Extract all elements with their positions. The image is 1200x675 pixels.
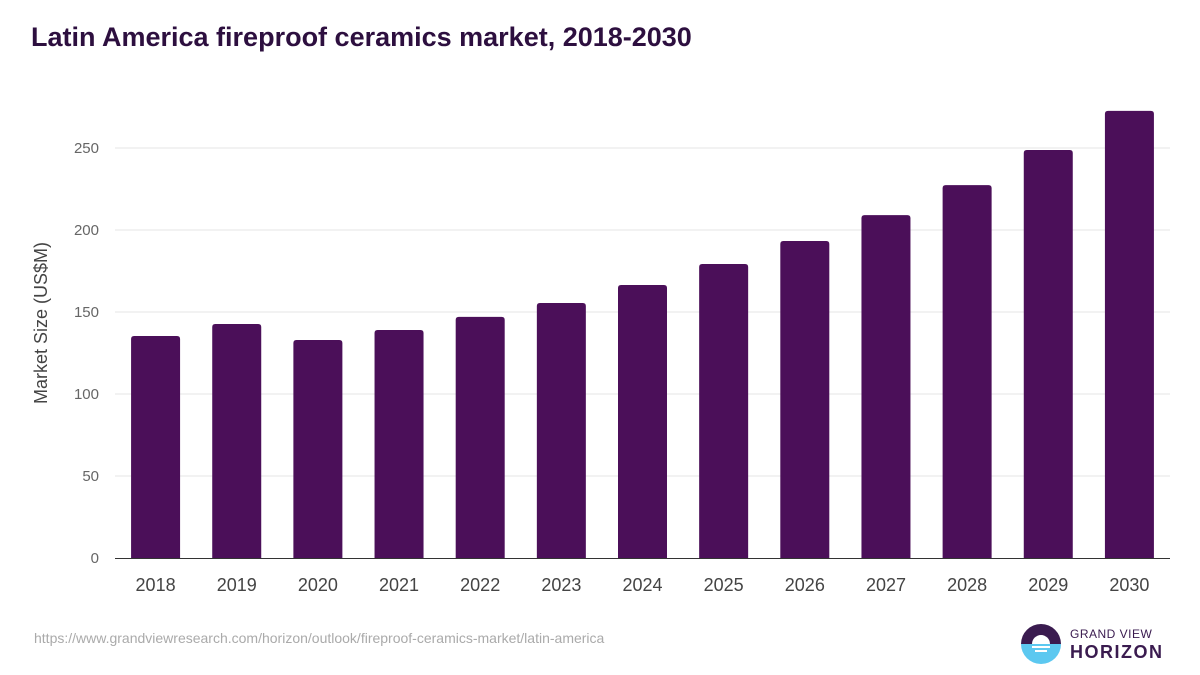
x-tick-label: 2023: [541, 575, 581, 595]
bar-2026: [780, 240, 830, 558]
x-tick-label: 2018: [136, 575, 176, 595]
bar-2018: [131, 335, 181, 558]
y-tick-label: 150: [74, 304, 99, 321]
y-tick-label: 50: [82, 468, 99, 485]
bar-2019: [212, 323, 262, 558]
grand-view-horizon-logo: GRAND VIEW HORIZON: [1020, 623, 1164, 665]
y-tick-label: 200: [74, 222, 99, 239]
x-tick-label: 2028: [947, 575, 987, 595]
logo-line1: GRAND VIEW: [1070, 626, 1153, 641]
x-tick-label: 2021: [379, 575, 419, 595]
x-tick-label: 2025: [704, 575, 744, 595]
logo-line2: HORIZON: [1070, 641, 1164, 662]
x-tick-label: 2022: [460, 575, 500, 595]
bar-2023: [536, 302, 586, 558]
horizon-logo-icon: [1021, 624, 1061, 664]
y-tick-label: 250: [74, 140, 99, 157]
x-tick-label: 2027: [866, 575, 906, 595]
source-url[interactable]: https://www.grandviewresearch.com/horizo…: [34, 630, 605, 646]
x-tick-label: 2029: [1028, 575, 1068, 595]
bar-2021: [374, 330, 424, 558]
bar-2025: [699, 263, 749, 558]
y-axis-label: Market Size (US$M): [31, 242, 51, 404]
x-tick-label: 2026: [785, 575, 825, 595]
bar-2027: [861, 215, 911, 559]
bar-2020: [293, 340, 343, 558]
x-tick-label: 2019: [217, 575, 257, 595]
y-tick-label: 0: [91, 550, 99, 567]
bar-2029: [1023, 149, 1073, 558]
x-tick-label: 2030: [1109, 575, 1149, 595]
bar-2024: [618, 284, 667, 558]
bar-2028: [942, 185, 992, 558]
x-tick-label: 2024: [622, 575, 662, 595]
chart-title: Latin America fireproof ceramics market,…: [31, 22, 692, 52]
bar-2030: [1104, 110, 1154, 558]
y-tick-label: 100: [74, 386, 99, 403]
x-tick-label: 2020: [298, 575, 338, 595]
bar-2022: [455, 316, 505, 558]
